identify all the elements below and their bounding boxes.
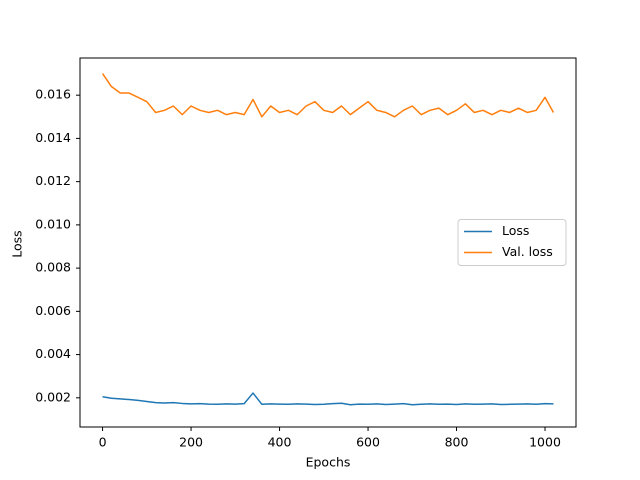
x-tick-label: 1000 [529, 435, 561, 450]
y-tick-label: 0.008 [35, 260, 71, 275]
y-tick-label: 0.006 [35, 303, 71, 318]
series-line [102, 392, 554, 406]
series-line [101, 73, 555, 118]
y-tick-label: 0.016 [35, 87, 71, 102]
axes-frame [79, 57, 577, 428]
x-tick-label: 0 [99, 435, 107, 450]
y-tick-label: 0.014 [35, 130, 71, 145]
legend-label: Loss [502, 223, 529, 238]
y-tick-label: 0.002 [35, 389, 71, 404]
y-tick-label: 0.004 [35, 346, 71, 361]
x-tick-label: 400 [268, 435, 292, 450]
x-tick-label: 200 [179, 435, 203, 450]
x-tick-label: 600 [356, 435, 380, 450]
x-axis-label: Epochs [306, 455, 351, 470]
y-tick-label: 0.012 [35, 173, 71, 188]
x-tick-label: 800 [445, 435, 469, 450]
y-tick-label: 0.010 [35, 216, 71, 231]
legend-label: Val. loss [502, 244, 553, 259]
y-axis-label: Loss [10, 230, 25, 257]
